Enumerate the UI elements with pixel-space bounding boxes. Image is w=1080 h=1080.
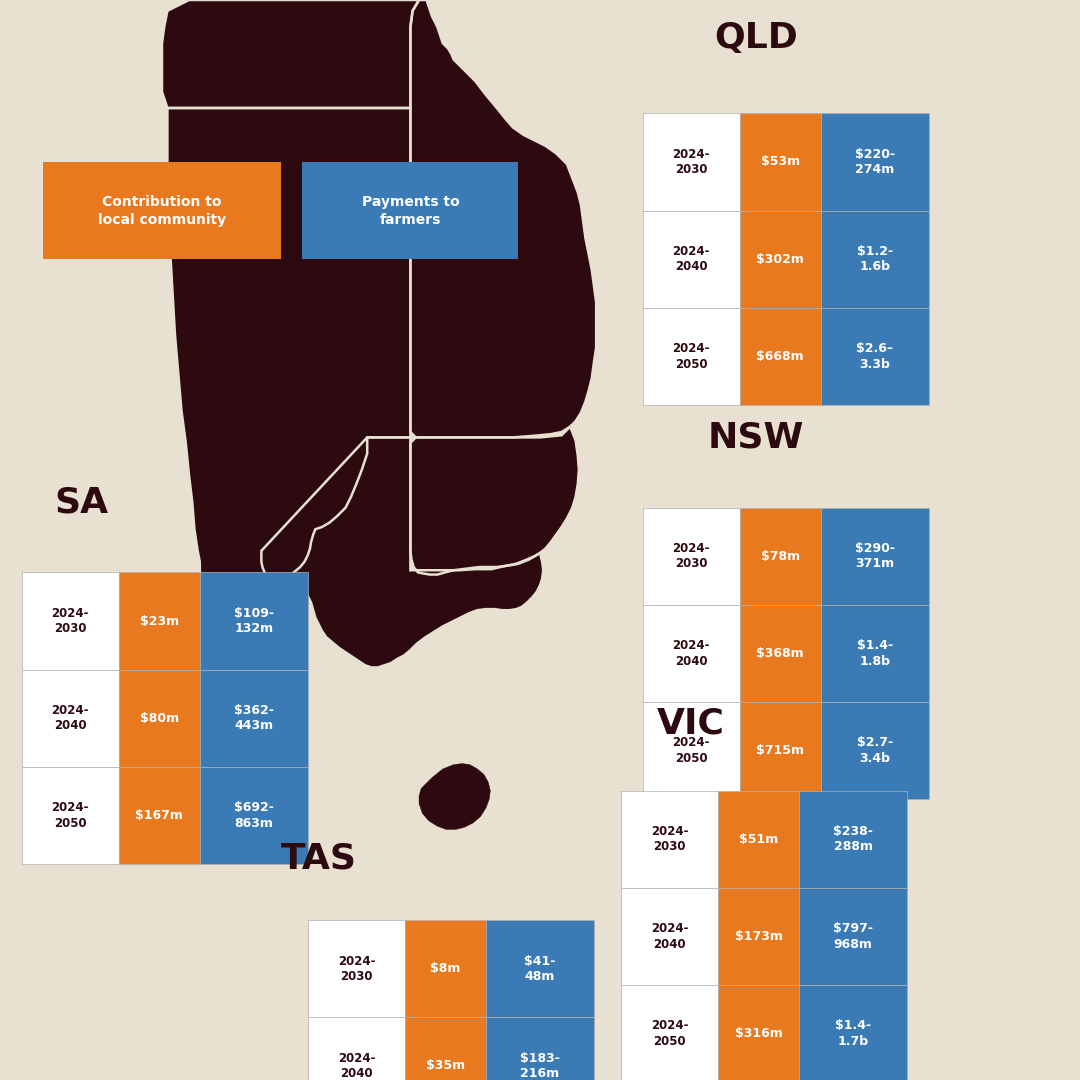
FancyBboxPatch shape xyxy=(643,605,740,702)
Text: 2024-
2040: 2024- 2040 xyxy=(338,1052,375,1080)
FancyBboxPatch shape xyxy=(643,508,740,605)
Text: $238-
288m: $238- 288m xyxy=(834,825,873,853)
FancyBboxPatch shape xyxy=(821,113,929,211)
FancyBboxPatch shape xyxy=(821,605,929,702)
FancyBboxPatch shape xyxy=(821,308,929,405)
FancyBboxPatch shape xyxy=(740,211,821,308)
FancyBboxPatch shape xyxy=(643,702,740,799)
FancyBboxPatch shape xyxy=(718,985,799,1080)
Text: QLD: QLD xyxy=(714,21,798,55)
FancyBboxPatch shape xyxy=(405,920,486,1017)
FancyBboxPatch shape xyxy=(22,572,119,670)
FancyBboxPatch shape xyxy=(740,113,821,211)
FancyBboxPatch shape xyxy=(821,702,929,799)
Text: $23m: $23m xyxy=(139,615,179,627)
FancyBboxPatch shape xyxy=(799,888,907,985)
FancyBboxPatch shape xyxy=(302,162,518,259)
FancyBboxPatch shape xyxy=(643,308,740,405)
Text: $1.4-
1.7b: $1.4- 1.7b xyxy=(835,1020,872,1048)
FancyBboxPatch shape xyxy=(200,767,308,864)
Polygon shape xyxy=(162,0,419,108)
Text: $51m: $51m xyxy=(739,833,779,846)
Polygon shape xyxy=(419,764,490,829)
Text: $220-
274m: $220- 274m xyxy=(854,148,895,176)
FancyBboxPatch shape xyxy=(43,162,281,259)
Text: VIC: VIC xyxy=(658,706,725,741)
FancyBboxPatch shape xyxy=(740,308,821,405)
Polygon shape xyxy=(410,427,579,575)
FancyBboxPatch shape xyxy=(119,572,200,670)
FancyBboxPatch shape xyxy=(621,888,718,985)
Text: 2024-
2040: 2024- 2040 xyxy=(673,639,710,667)
Text: $302m: $302m xyxy=(756,253,805,266)
FancyBboxPatch shape xyxy=(718,791,799,888)
Text: $109-
132m: $109- 132m xyxy=(233,607,274,635)
Text: 2024-
2050: 2024- 2050 xyxy=(52,801,89,829)
FancyBboxPatch shape xyxy=(200,670,308,767)
FancyBboxPatch shape xyxy=(740,702,821,799)
FancyBboxPatch shape xyxy=(308,920,405,1017)
Text: 2024-
2030: 2024- 2030 xyxy=(52,607,89,635)
Text: $35m: $35m xyxy=(426,1059,465,1072)
FancyBboxPatch shape xyxy=(405,1017,486,1080)
FancyBboxPatch shape xyxy=(200,572,308,670)
Text: $290-
371m: $290- 371m xyxy=(854,542,895,570)
Text: Payments to
farmers: Payments to farmers xyxy=(362,194,459,227)
FancyBboxPatch shape xyxy=(740,605,821,702)
FancyBboxPatch shape xyxy=(22,767,119,864)
Text: 2024-
2030: 2024- 2030 xyxy=(673,542,710,570)
Text: $53m: $53m xyxy=(760,156,800,168)
Text: 2024-
2030: 2024- 2030 xyxy=(651,825,688,853)
Polygon shape xyxy=(410,0,596,437)
Text: 2024-
2050: 2024- 2050 xyxy=(673,737,710,765)
FancyBboxPatch shape xyxy=(821,508,929,605)
Text: NSW: NSW xyxy=(707,420,805,455)
Text: $80m: $80m xyxy=(139,712,179,725)
Text: TAS: TAS xyxy=(281,841,356,876)
Text: SA: SA xyxy=(54,485,108,519)
Polygon shape xyxy=(167,108,410,624)
Text: 2024-
2030: 2024- 2030 xyxy=(338,955,375,983)
FancyBboxPatch shape xyxy=(799,985,907,1080)
FancyBboxPatch shape xyxy=(308,1017,405,1080)
FancyBboxPatch shape xyxy=(486,1017,594,1080)
FancyBboxPatch shape xyxy=(486,920,594,1017)
Text: $316m: $316m xyxy=(734,1027,783,1040)
FancyBboxPatch shape xyxy=(718,888,799,985)
Text: $797-
968m: $797- 968m xyxy=(833,922,874,950)
FancyBboxPatch shape xyxy=(621,791,718,888)
Text: $183-
216m: $183- 216m xyxy=(521,1052,559,1080)
FancyBboxPatch shape xyxy=(643,113,740,211)
Text: 2024-
2050: 2024- 2050 xyxy=(651,1020,688,1048)
FancyBboxPatch shape xyxy=(22,670,119,767)
Text: $2.7-
3.4b: $2.7- 3.4b xyxy=(856,737,893,765)
Text: 2024-
2040: 2024- 2040 xyxy=(52,704,89,732)
FancyBboxPatch shape xyxy=(119,670,200,767)
Text: $368m: $368m xyxy=(756,647,805,660)
FancyBboxPatch shape xyxy=(119,767,200,864)
Text: $41-
48m: $41- 48m xyxy=(524,955,556,983)
FancyBboxPatch shape xyxy=(643,211,740,308)
Text: $692-
863m: $692- 863m xyxy=(234,801,273,829)
Text: $1.4-
1.8b: $1.4- 1.8b xyxy=(856,639,893,667)
FancyBboxPatch shape xyxy=(621,985,718,1080)
Text: 2024-
2050: 2024- 2050 xyxy=(673,342,710,370)
Text: $167m: $167m xyxy=(135,809,184,822)
Text: $78m: $78m xyxy=(760,550,800,563)
Text: $2.6–
3.3b: $2.6– 3.3b xyxy=(856,342,893,370)
Text: $362-
443m: $362- 443m xyxy=(234,704,273,732)
FancyBboxPatch shape xyxy=(821,211,929,308)
Text: 2024-
2040: 2024- 2040 xyxy=(651,922,688,950)
Text: 2024-
2030: 2024- 2030 xyxy=(673,148,710,176)
Text: $1.2-
1.6b: $1.2- 1.6b xyxy=(856,245,893,273)
Text: Contribution to
local community: Contribution to local community xyxy=(98,194,226,227)
FancyBboxPatch shape xyxy=(740,508,821,605)
Text: 2024-
2040: 2024- 2040 xyxy=(673,245,710,273)
Text: $715m: $715m xyxy=(756,744,805,757)
Polygon shape xyxy=(261,437,543,667)
Text: $173m: $173m xyxy=(734,930,783,943)
FancyBboxPatch shape xyxy=(799,791,907,888)
Text: $8m: $8m xyxy=(430,962,461,975)
Text: $668m: $668m xyxy=(756,350,805,363)
